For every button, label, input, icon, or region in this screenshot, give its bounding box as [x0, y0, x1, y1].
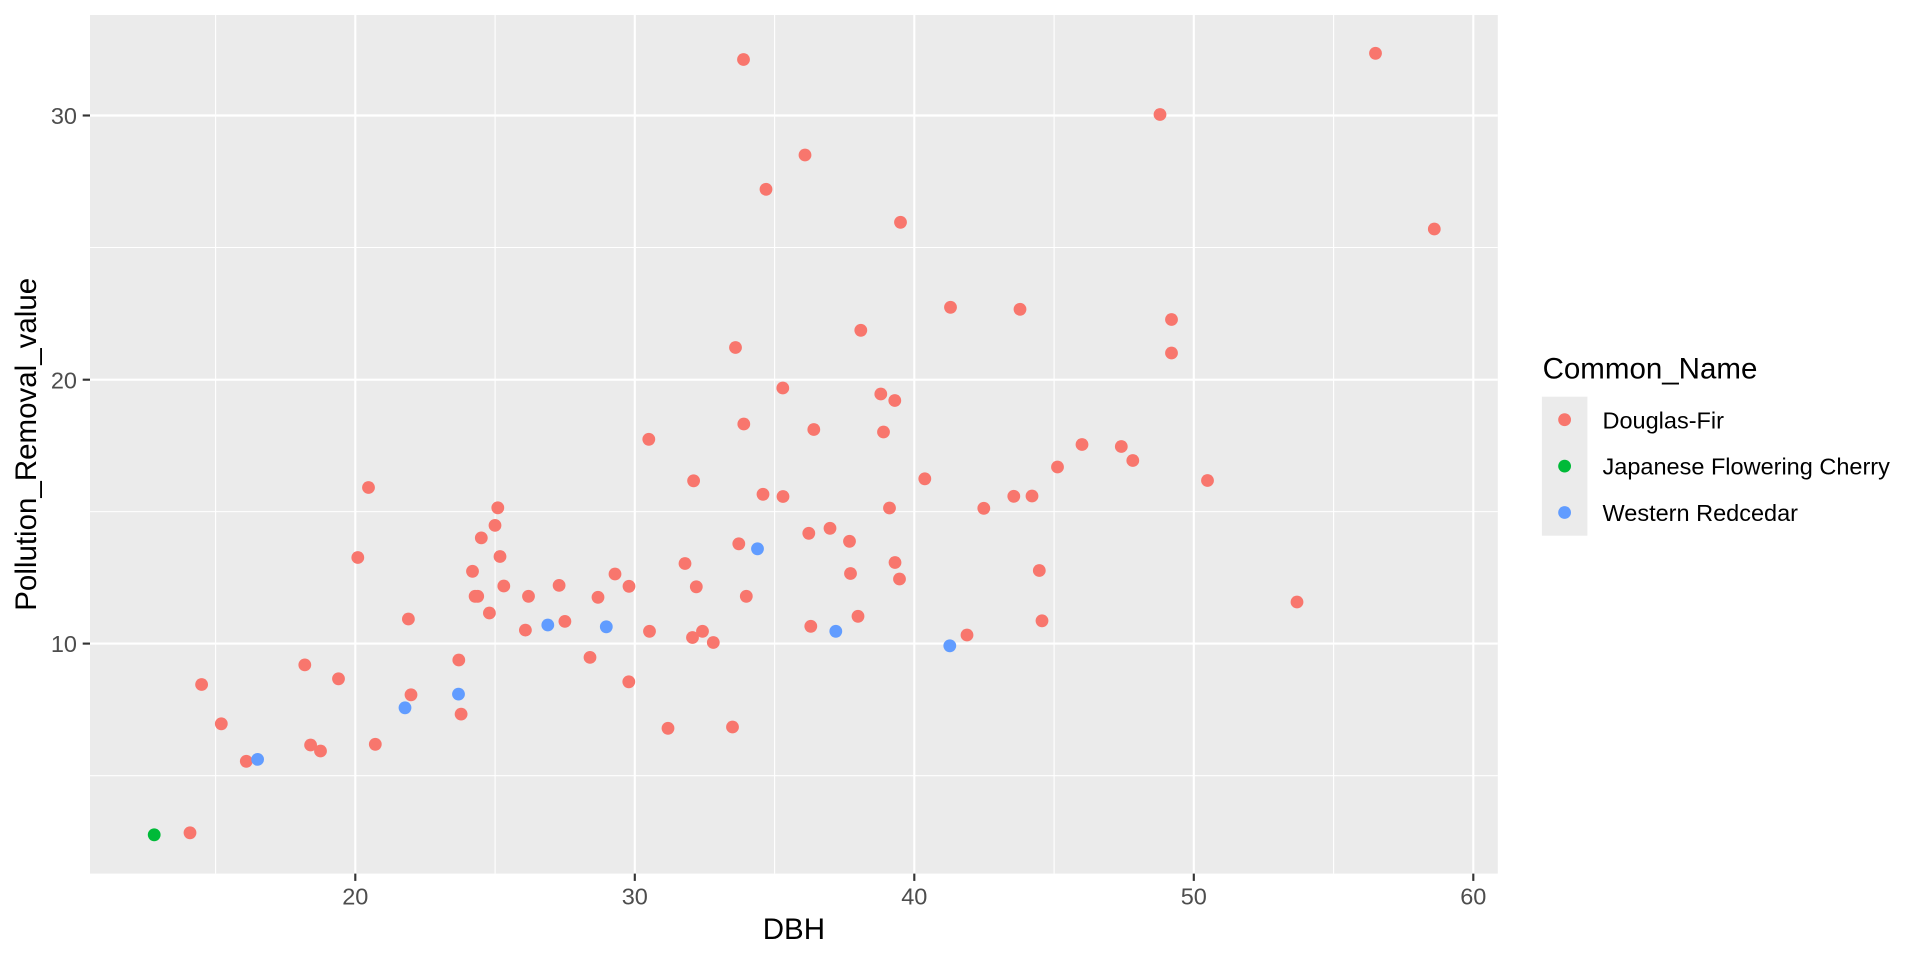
svg-text:40: 40	[901, 884, 927, 910]
svg-text:60: 60	[1460, 884, 1486, 910]
svg-text:10: 10	[51, 631, 77, 657]
svg-text:30: 30	[51, 103, 77, 129]
svg-text:Pollution_Removal_value: Pollution_Removal_value	[10, 278, 43, 611]
svg-text:Douglas-Fir: Douglas-Fir	[1603, 407, 1725, 433]
svg-text:Japanese Flowering Cherry: Japanese Flowering Cherry	[1603, 454, 1891, 480]
svg-text:30: 30	[622, 884, 648, 910]
svg-text:Western Redcedar: Western Redcedar	[1603, 500, 1799, 526]
svg-text:Common_Name: Common_Name	[1543, 353, 1758, 386]
svg-text:50: 50	[1181, 884, 1207, 910]
svg-text:20: 20	[342, 884, 368, 910]
svg-text:DBH: DBH	[763, 913, 825, 946]
svg-text:20: 20	[51, 367, 77, 393]
